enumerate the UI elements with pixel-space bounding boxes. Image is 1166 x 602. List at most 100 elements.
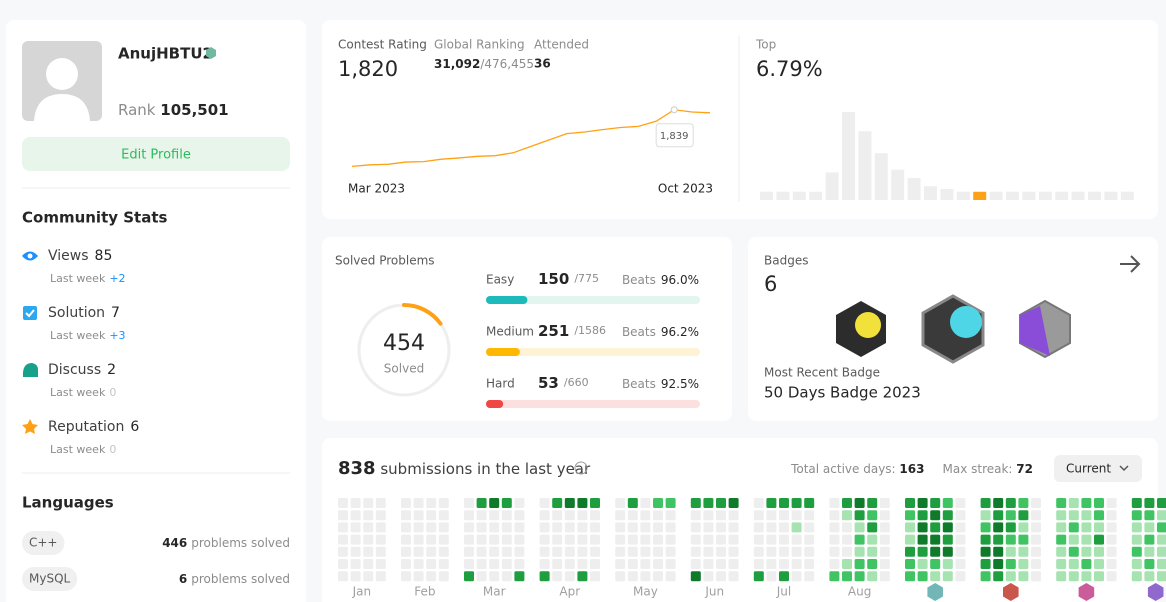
language-name: C++ [29,536,58,550]
heatmap-cell [1144,546,1155,557]
level-count: 251/1586 [538,322,606,340]
heatmap-cell [804,534,815,545]
heatmap-cell [917,522,928,533]
histogram-bar [776,191,790,200]
edit-profile-label[interactable]: Edit Profile [121,148,191,163]
heatmap-cell [438,559,449,569]
histogram-bar [1104,191,1118,200]
heatmap-cell [401,559,411,569]
heatmap-cell [766,534,777,545]
heatmap-cell [1131,522,1142,533]
heatmap-cell [955,571,966,582]
heatmap-cell [703,571,714,582]
heatmap-cell [854,522,865,533]
heatmap-cell [338,571,348,582]
heatmap-cell [905,498,915,508]
edit-profile-button[interactable] [22,137,290,171]
dropdown-label[interactable]: Current [1066,462,1111,476]
heatmap-cell [401,534,411,545]
heatmap-cell [779,571,789,582]
heatmap-cell [363,546,374,557]
level-track [486,296,700,304]
heatmap-cell [1056,534,1067,545]
heatmap-cell [842,522,852,533]
heatmap-cell [338,522,348,533]
contest-card [322,20,1158,219]
heatmap-cell [1144,498,1155,508]
heatmap-cell [779,498,789,508]
heatmap-cell [1005,510,1016,521]
heatmap-cell [1157,559,1166,569]
heatmap-cell [564,510,575,521]
heatmap-cell [640,534,651,545]
heatmap-cell [1157,498,1166,508]
heatmap-cell [401,522,411,533]
heatmap-cell [842,571,852,582]
heatmap-cell [791,546,802,557]
language-count: 446 problems solved [162,536,290,550]
heatmap-cell [401,510,411,521]
heatmap-cell [438,546,449,557]
heatmap-cell [464,546,474,557]
heatmap-cell [489,534,500,545]
histogram-bar [1071,191,1085,200]
dropdown-chevron[interactable] [1119,465,1129,472]
heatmap-cell [716,534,726,545]
heatmap-cell [1094,559,1104,569]
discuss-icon [22,363,38,377]
level-bar [486,296,528,304]
verified-icon [206,47,216,59]
solution-icon [23,306,37,320]
heatmap-cell [552,498,563,508]
heatmap-cell [917,571,928,582]
heatmap-cell [426,546,437,557]
global-value: 31,092/476,455 [434,57,534,71]
month-badge [1003,583,1019,601]
heatmap-cell [1018,534,1029,545]
heatmap-cell [1018,546,1029,557]
heatmap-cell [905,571,915,582]
heatmap-cell [438,571,449,582]
level-total: /775 [574,272,599,285]
heatmap-cell [1131,534,1142,545]
rank-label: Rank [118,101,156,119]
heatmap-cell [590,571,600,582]
beats-label: Beats [622,377,656,391]
level-name: Medium [486,325,534,339]
heatmap-cell [1068,571,1079,582]
heatmap-cell [413,510,424,521]
badges-arrow[interactable] [1120,255,1141,273]
heatmap-cell [375,559,386,569]
heatmap-cell [640,510,651,521]
heatmap-cell [552,522,563,533]
heatmap-cell [1005,522,1016,533]
histogram-bar [1038,191,1052,200]
heatmap-cell [338,534,348,545]
heatmap-cell [942,534,953,545]
heatmap-cell [1031,510,1041,521]
heatmap-cell [905,546,915,557]
heatmap-cell [791,498,802,508]
heatmap-cell [753,546,764,557]
heatmap-cell [917,559,928,569]
heatmap-cell [1005,534,1016,545]
heatmap-cell [854,546,865,557]
heatmap-cell [426,510,437,521]
heatmap-cell [552,546,563,557]
heatmap-cell [980,559,991,569]
heatmap-cell [476,546,487,557]
heatmap-cell [1131,546,1142,557]
heatmap-cell [753,559,764,569]
heatmap-cell [1068,498,1079,508]
heatmap-cell [615,571,626,582]
stat: Discuss 2 [48,362,116,378]
heatmap-cell [993,510,1004,521]
heatmap-cell [489,571,500,582]
dropdown[interactable] [1054,455,1142,482]
heatmap-cell [338,510,348,521]
heatmap-cell [552,571,563,582]
heatmap-cell [728,559,739,569]
heatmap-cell [665,571,676,582]
active-label: Total active days: [790,462,896,476]
tooltip-box [655,123,694,148]
